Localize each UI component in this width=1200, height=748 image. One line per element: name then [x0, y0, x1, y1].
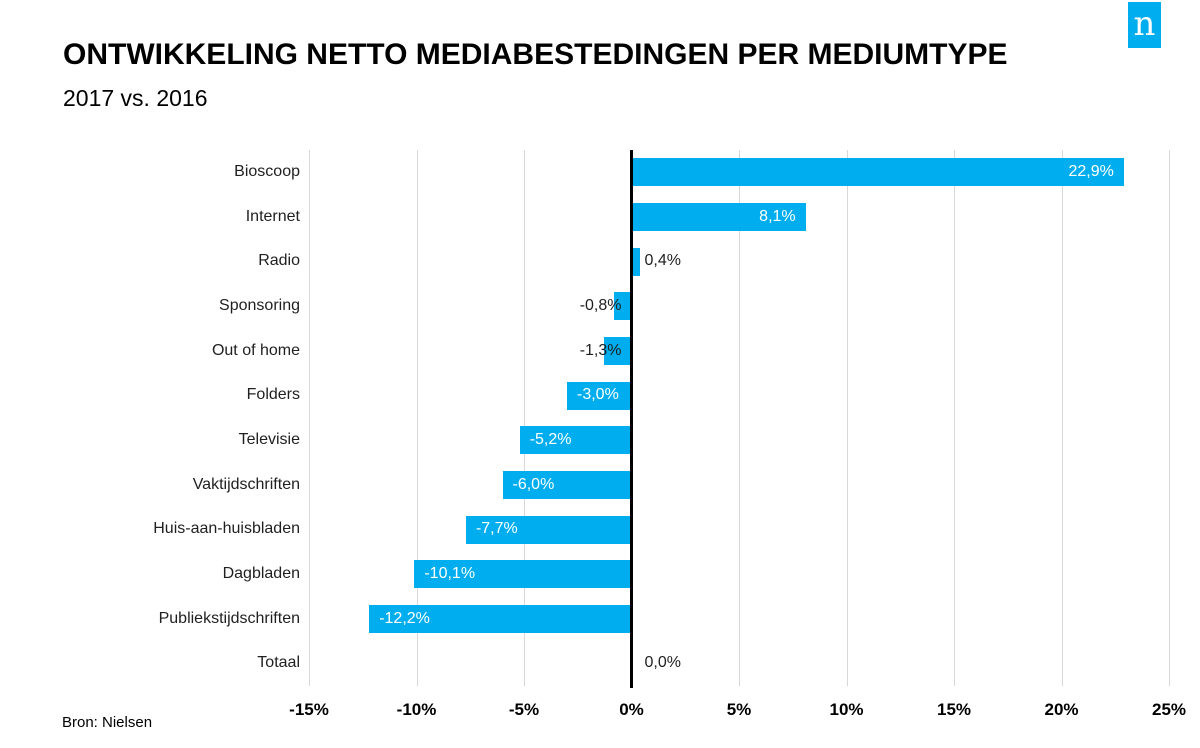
bar [631, 158, 1124, 187]
source-note: Bron: Nielsen [62, 714, 153, 731]
category-label: Out of home [211, 341, 300, 359]
x-tick-label: 25% [1151, 700, 1187, 719]
x-tick-label: -15% [289, 700, 329, 719]
bar [369, 605, 632, 633]
bar-value-label: -12,2% [379, 609, 430, 627]
bar [631, 247, 641, 276]
bar [502, 471, 632, 499]
bar-value-label: -5,2% [529, 431, 572, 448]
category-label: Huis-aan-huisbladen [153, 520, 300, 538]
bar-value-label: 0,4% [644, 252, 681, 270]
x-tick-label: 0% [619, 700, 644, 719]
bar-value-label: 22,9% [1068, 163, 1114, 180]
x-tick-label: 15% [936, 700, 972, 719]
gridline [1061, 150, 1063, 686]
bar [614, 292, 632, 321]
x-tick-label: -10% [396, 700, 437, 719]
bar-value-label: -3,0% [577, 386, 619, 404]
bar-value-label: 0,0% [644, 654, 681, 672]
category-label: Bioscoop [234, 163, 300, 180]
bar-value-label: -7,7% [475, 520, 518, 538]
x-tick-label: -5% [508, 700, 540, 719]
zero-axis-line [630, 150, 633, 688]
bar-value-label: -1,3% [579, 341, 622, 359]
category-label: Vaktijdschriften [192, 475, 300, 493]
category-label: Publiekstijdschriften [158, 609, 300, 627]
gridline [524, 150, 525, 686]
x-tick-label: 20% [1044, 700, 1079, 719]
bar [414, 560, 632, 589]
x-tick-label: 10% [829, 700, 864, 719]
chart-title: ONTWIKKELING NETTO MEDIABESTEDINGEN PER … [63, 38, 1008, 71]
category-label: Internet [245, 207, 300, 225]
gridline [846, 150, 848, 686]
gridline [309, 150, 310, 686]
bar-value-label: -6,0% [512, 475, 555, 493]
bar [519, 426, 632, 455]
gridline [954, 150, 955, 686]
gridline [1169, 150, 1170, 686]
x-tick-label: 5% [726, 700, 752, 719]
bar-value-label: 8,1% [759, 207, 796, 225]
bar [465, 515, 632, 544]
category-label: Televisie [238, 431, 300, 448]
category-label: Sponsoring [219, 297, 300, 314]
category-label: Dagbladen [222, 565, 300, 582]
bar [567, 381, 632, 410]
bar-value-label: -10,1% [424, 565, 476, 582]
nielsen-logo: n [1128, 2, 1161, 48]
category-label: Folders [246, 386, 300, 404]
bar [603, 337, 632, 365]
chart-subtitle: 2017 vs. 2016 [63, 85, 208, 111]
nielsen-logo-letter: n [1133, 3, 1156, 44]
bar-value-label: -0,8% [579, 297, 622, 314]
gridline [739, 150, 740, 686]
bar [631, 203, 806, 231]
category-label: Totaal [257, 654, 300, 672]
category-label: Radio [258, 252, 300, 270]
gridline [416, 150, 418, 686]
